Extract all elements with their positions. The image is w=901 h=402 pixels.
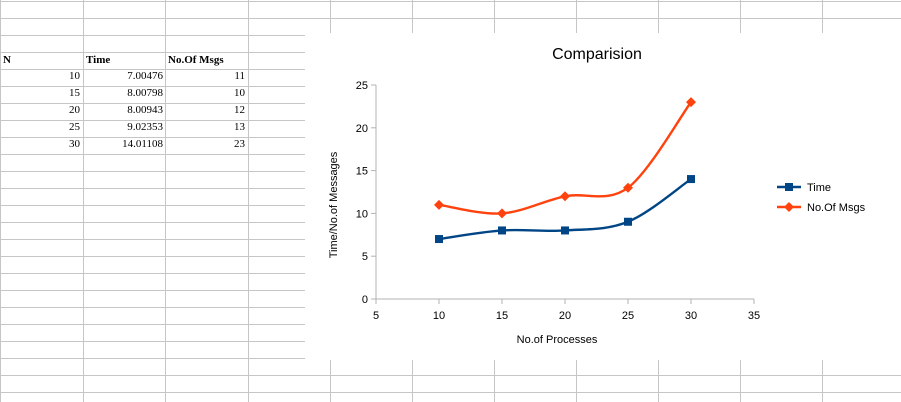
- data-point-no-of-msgs[interactable]: [686, 97, 696, 108]
- data-point-no-of-msgs[interactable]: [560, 191, 570, 202]
- x-tick-label: 35: [748, 310, 760, 322]
- legend-marker-time[interactable]: [785, 183, 793, 191]
- cell-msgs[interactable]: 11: [234, 70, 245, 82]
- y-tick-label: 5: [362, 251, 368, 263]
- y-tick-label: 0: [362, 294, 368, 306]
- cell-msgs[interactable]: 13: [234, 121, 245, 133]
- chart-container[interactable]: Comparision 0 5 10 15 20 25 5 10 15 20 25 30 35 No.o…: [305, 33, 901, 360]
- x-tick-label: 25: [622, 310, 634, 322]
- header-no-of-msgs[interactable]: No.Of Msgs: [168, 54, 224, 66]
- y-tick-label: 15: [356, 166, 368, 178]
- legend: Time No.Of Msgs: [777, 182, 866, 214]
- legend-marker-no-of-msgs[interactable]: [784, 202, 794, 212]
- data-point-no-of-msgs[interactable]: [434, 199, 444, 210]
- legend-label-time: Time: [807, 182, 831, 194]
- x-axis-label: No.of Processes: [517, 334, 598, 346]
- cell-time[interactable]: 9.02353: [127, 121, 163, 133]
- x-tick-label: 10: [433, 310, 445, 322]
- data-point-time[interactable]: [435, 235, 443, 244]
- cell-msgs[interactable]: 10: [234, 87, 245, 99]
- y-tick-label: 10: [356, 208, 368, 220]
- x-tick-label: 30: [685, 310, 697, 322]
- data-point-time[interactable]: [624, 217, 632, 226]
- cell-time[interactable]: 7.00476: [127, 70, 163, 82]
- header-n[interactable]: N: [3, 54, 11, 66]
- x-tick-label: 20: [559, 310, 571, 322]
- y-tick-label: 25: [356, 80, 368, 92]
- data-point-no-of-msgs[interactable]: [497, 208, 507, 219]
- cell-time[interactable]: 8.00943: [127, 104, 163, 116]
- cell-n[interactable]: 30: [69, 138, 80, 150]
- legend-label-no-of-msgs: No.Of Msgs: [807, 202, 866, 214]
- chart-title: Comparision: [552, 46, 642, 63]
- x-tick-label: 15: [496, 310, 508, 322]
- data-point-no-of-msgs[interactable]: [623, 182, 633, 193]
- data-point-time[interactable]: [687, 175, 695, 184]
- cell-n[interactable]: 25: [69, 121, 80, 133]
- cell-n[interactable]: 15: [69, 87, 80, 99]
- cell-time[interactable]: 14.01108: [122, 138, 163, 150]
- cell-n[interactable]: 20: [69, 104, 80, 116]
- cell-msgs[interactable]: 12: [234, 104, 245, 116]
- x-tick-label: 5: [373, 310, 379, 322]
- y-tick-label: 20: [356, 123, 368, 135]
- cell-time[interactable]: 8.00798: [127, 87, 163, 99]
- data-point-time[interactable]: [561, 226, 569, 235]
- header-time[interactable]: Time: [86, 54, 111, 66]
- cell-n[interactable]: 10: [69, 70, 80, 82]
- y-axis-label: Time/No.of Messages: [328, 151, 340, 258]
- data-point-time[interactable]: [498, 226, 506, 235]
- cell-msgs[interactable]: 23: [234, 138, 245, 150]
